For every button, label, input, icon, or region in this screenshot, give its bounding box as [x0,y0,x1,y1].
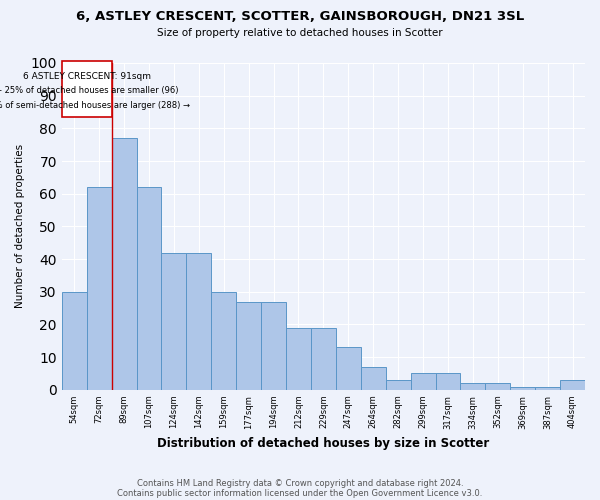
Bar [311,328,336,390]
Bar [261,302,286,390]
Bar [137,187,161,390]
Bar [236,302,261,390]
Text: Size of property relative to detached houses in Scotter: Size of property relative to detached ho… [157,28,443,38]
Bar [436,374,460,390]
X-axis label: Distribution of detached houses by size in Scotter: Distribution of detached houses by size … [157,437,490,450]
Bar [460,384,485,390]
Bar [510,386,535,390]
Bar [161,252,187,390]
Bar [361,367,386,390]
Text: ← 25% of detached houses are smaller (96): ← 25% of detached houses are smaller (96… [0,86,178,96]
Bar [535,386,560,390]
Bar [336,348,361,390]
Text: Contains public sector information licensed under the Open Government Licence v3: Contains public sector information licen… [118,488,482,498]
Text: 75% of semi-detached houses are larger (288) →: 75% of semi-detached houses are larger (… [0,101,190,110]
Text: Contains HM Land Registry data © Crown copyright and database right 2024.: Contains HM Land Registry data © Crown c… [137,478,463,488]
Bar [286,328,311,390]
Bar [62,292,87,390]
Bar [187,252,211,390]
Bar [87,187,112,390]
Bar [560,380,585,390]
Text: 6, ASTLEY CRESCENT, SCOTTER, GAINSBOROUGH, DN21 3SL: 6, ASTLEY CRESCENT, SCOTTER, GAINSBOROUG… [76,10,524,23]
Bar [386,380,410,390]
Bar [112,138,137,390]
Bar [211,292,236,390]
Bar [485,384,510,390]
FancyBboxPatch shape [62,62,112,117]
Bar [410,374,436,390]
Text: 6 ASTLEY CRESCENT: 91sqm: 6 ASTLEY CRESCENT: 91sqm [23,72,151,80]
Y-axis label: Number of detached properties: Number of detached properties [15,144,25,308]
